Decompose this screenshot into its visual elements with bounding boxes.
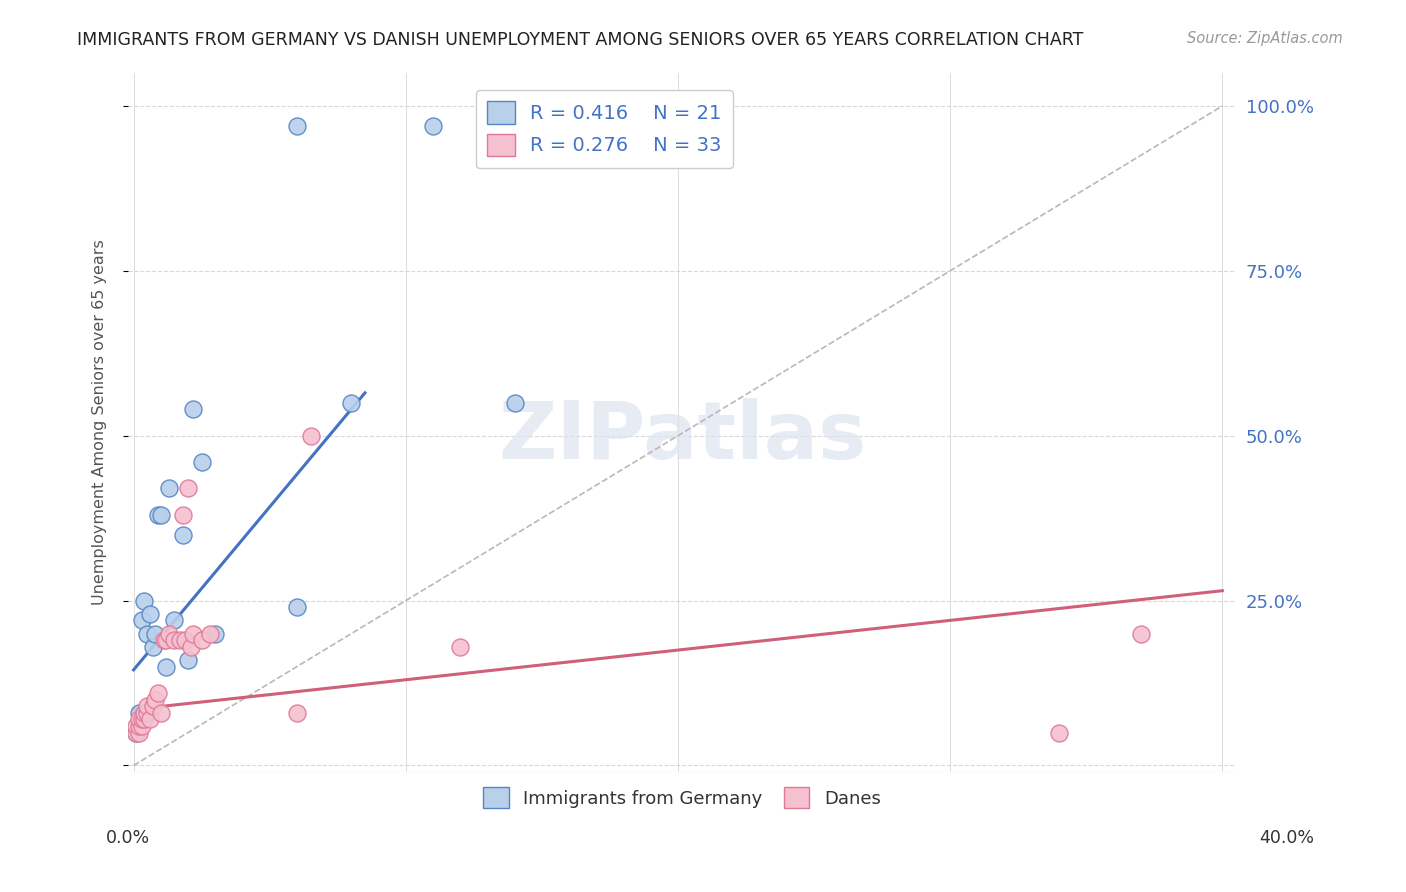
Point [340, 396, 363, 410]
Point [285, 119, 308, 133]
Point [285, 600, 308, 615]
Point [183, 626, 205, 640]
Point [172, 508, 194, 522]
Text: Source: ZipAtlas.com: Source: ZipAtlas.com [1187, 31, 1343, 46]
Point [204, 626, 226, 640]
Point [449, 640, 471, 654]
Point [183, 402, 205, 417]
Point [149, 706, 172, 720]
Y-axis label: Unemployment Among Seniors over 65 years: Unemployment Among Seniors over 65 years [93, 240, 107, 606]
Point [190, 455, 212, 469]
Point [145, 692, 167, 706]
Point [128, 712, 150, 726]
Point [422, 119, 444, 133]
Point [125, 725, 148, 739]
Point [136, 699, 159, 714]
Point [142, 640, 165, 654]
Point [142, 699, 165, 714]
Point [128, 725, 150, 739]
Point [177, 482, 200, 496]
Point [149, 508, 172, 522]
Point [169, 633, 191, 648]
Point [139, 712, 162, 726]
Point [1129, 626, 1152, 640]
Point [125, 719, 148, 733]
Point [163, 633, 186, 648]
Point [134, 593, 156, 607]
Point [155, 659, 177, 673]
Point [152, 633, 174, 648]
Point [136, 626, 159, 640]
Point [174, 633, 197, 648]
Point [172, 527, 194, 541]
Point [131, 613, 153, 627]
Text: 0.0%: 0.0% [105, 829, 149, 847]
Point [198, 626, 221, 640]
Point [134, 712, 156, 726]
Text: IMMIGRANTS FROM GERMANY VS DANISH UNEMPLOYMENT AMONG SENIORS OVER 65 YEARS CORRE: IMMIGRANTS FROM GERMANY VS DANISH UNEMPL… [77, 31, 1084, 49]
Point [131, 712, 153, 726]
Point [136, 706, 159, 720]
Text: 40.0%: 40.0% [1260, 829, 1315, 847]
Point [125, 725, 148, 739]
Point [134, 706, 156, 720]
Point [145, 626, 167, 640]
Point [128, 719, 150, 733]
Point [190, 633, 212, 648]
Point [146, 686, 169, 700]
Point [1047, 725, 1070, 739]
Point [128, 706, 150, 720]
Point [177, 653, 200, 667]
Legend: Immigrants from Germany, Danes: Immigrants from Germany, Danes [477, 780, 889, 815]
Point [157, 626, 180, 640]
Point [146, 508, 169, 522]
Point [131, 719, 153, 733]
Point [155, 633, 177, 648]
Point [157, 482, 180, 496]
Point [299, 428, 322, 442]
Point [163, 613, 186, 627]
Point [285, 706, 308, 720]
Point [139, 607, 162, 621]
Point [180, 640, 202, 654]
Text: ZIPatlas: ZIPatlas [498, 398, 866, 475]
Point [503, 396, 526, 410]
